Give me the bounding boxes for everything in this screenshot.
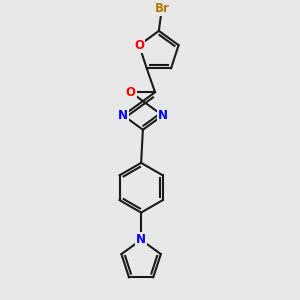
Text: N: N (158, 109, 168, 122)
Text: O: O (126, 86, 136, 99)
Text: N: N (118, 109, 128, 122)
Text: N: N (136, 233, 146, 246)
Text: Br: Br (154, 2, 169, 15)
Text: O: O (134, 39, 144, 52)
